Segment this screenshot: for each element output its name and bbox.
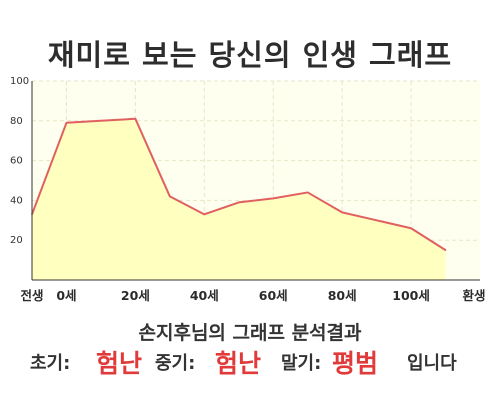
y-tick-label: 40 [10, 195, 23, 206]
life-point [272, 197, 275, 200]
x-tick-label: 80세 [328, 288, 357, 303]
y-tick-label: 80 [10, 116, 23, 127]
middle-value: 험난 [215, 349, 262, 378]
x-tick-label: 40세 [190, 288, 219, 303]
life-point [169, 195, 171, 198]
page-title: 재미로 보는 당신의 인생 그래프 [47, 38, 453, 72]
early-value: 험난 [96, 349, 143, 378]
life-point [306, 191, 309, 194]
y-tick-label: 20 [10, 235, 23, 246]
life-point [237, 201, 240, 204]
life-area-fill [32, 118, 446, 280]
life-point [134, 118, 137, 120]
x-tick-label: 전생 [20, 288, 43, 303]
x-tick-label: 환생 [462, 288, 485, 303]
x-tick-label: 0세 [56, 288, 76, 303]
y-tick-label: 100 [10, 76, 29, 87]
life-point [100, 120, 102, 122]
life-point [444, 249, 447, 251]
life-point [203, 213, 206, 216]
y-tick-label: 60 [10, 156, 23, 167]
late-label: 말기: [281, 353, 322, 374]
x-tick-label: 100세 [392, 288, 430, 303]
middle-label: 중기: [155, 353, 196, 374]
late-value: 평범 [332, 349, 379, 378]
x-tick-label: 60세 [259, 288, 288, 303]
early-label: 초기: [30, 353, 71, 374]
verdict-suffix: 입니다 [407, 353, 457, 374]
life-point [410, 227, 412, 230]
life-point [341, 211, 343, 214]
x-tick-label: 20세 [121, 288, 150, 303]
life-point [65, 121, 68, 124]
analysis-verdict: 초기: 험난 중기: 험난 말기: 평범 입니다 [0, 344, 500, 384]
life-point [375, 219, 378, 222]
analysis-subtitle: 손지후님의 그래프 분석결과 [138, 322, 362, 344]
